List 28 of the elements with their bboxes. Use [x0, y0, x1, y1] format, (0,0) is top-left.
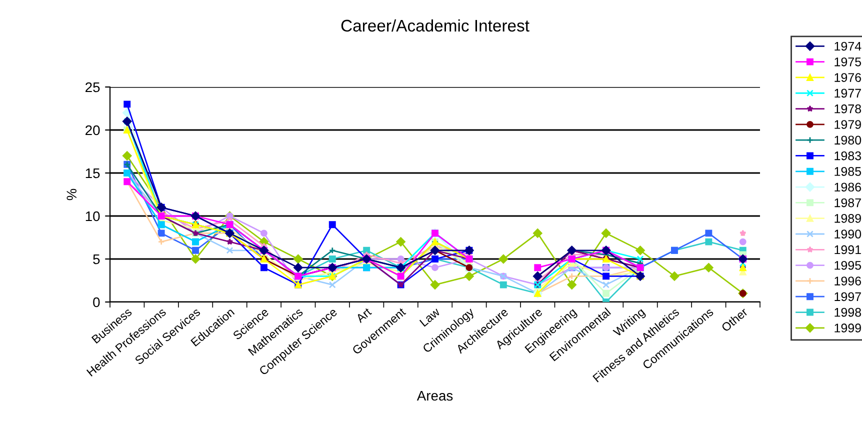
legend-label: 1986: [834, 182, 862, 192]
legend-label: 1990: [834, 230, 862, 238]
legend-label: 1979: [834, 120, 861, 129]
legend-label: 1997: [834, 292, 861, 302]
legend-label: 1983: [834, 151, 862, 160]
legend-label: 1985: [834, 167, 862, 176]
y-tick-label: 0: [93, 297, 100, 308]
legend-label: 1980: [834, 136, 862, 145]
chart-title: Career/Academic Interest: [341, 19, 530, 32]
y-tick-label: 25: [86, 82, 100, 92]
y-tick-label: 20: [86, 125, 100, 136]
legend-label: 1977: [834, 88, 861, 98]
x-axis-title: Areas: [416, 390, 453, 401]
legend-label: 1975: [834, 57, 862, 66]
y-tick-label: 15: [86, 168, 100, 178]
legend-label: 1995: [834, 260, 862, 270]
y-tick-label: 10: [86, 211, 100, 222]
legend-label: 1998: [834, 308, 862, 317]
legend-label: 1987: [834, 198, 861, 208]
y-tick-label: 5: [93, 254, 100, 264]
legend-label: 1991: [834, 245, 861, 254]
legend-label: 1999: [834, 324, 861, 332]
legend-label: 1974: [834, 42, 862, 51]
legend-label: 1989: [834, 214, 861, 223]
legend-label: 1996: [834, 276, 862, 286]
legend-label: 1976: [834, 73, 862, 82]
legend-label: 1978: [834, 104, 862, 114]
y-axis-title: %: [66, 188, 76, 200]
